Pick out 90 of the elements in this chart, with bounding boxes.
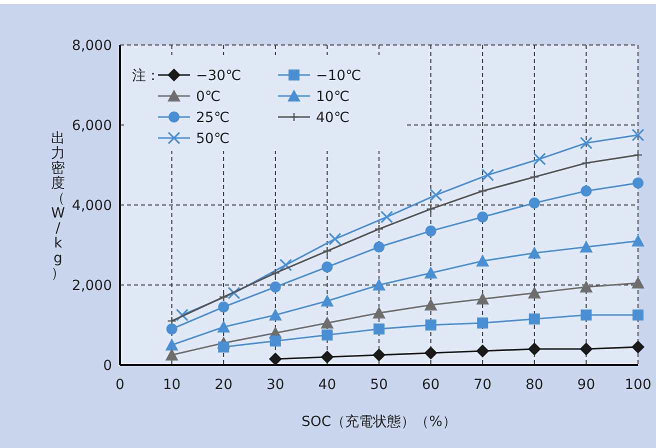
legend-label: −10℃ [316, 68, 362, 84]
point [530, 172, 540, 182]
point [580, 136, 592, 150]
point [218, 342, 230, 352]
point [580, 310, 592, 320]
point [580, 240, 593, 252]
point [580, 280, 593, 292]
point [481, 168, 494, 182]
legend-title: 注： [132, 68, 160, 84]
point [218, 292, 228, 302]
point [374, 324, 384, 334]
point [165, 348, 178, 360]
point [322, 246, 332, 256]
point [528, 246, 541, 258]
point [632, 234, 644, 246]
point [430, 188, 442, 202]
point [533, 152, 546, 166]
point [632, 128, 644, 142]
point [582, 158, 591, 168]
legend-label: 50℃ [196, 130, 230, 147]
legend-label: 10℃ [316, 88, 350, 105]
point [374, 224, 384, 234]
legend-label: 40℃ [316, 110, 350, 126]
point [270, 268, 280, 278]
point [268, 352, 282, 366]
point [425, 320, 436, 330]
y-tick-label: 4,000 [72, 198, 112, 214]
point [424, 346, 438, 360]
x-tick-label: 80 [525, 377, 544, 393]
x-tick-label: 10 [162, 377, 181, 393]
point [580, 186, 592, 196]
point [580, 342, 593, 356]
x-tick-label: 100 [624, 377, 652, 393]
point [176, 308, 188, 322]
text: 出力密度（W/kg） [51, 130, 65, 282]
point [478, 186, 488, 196]
point [320, 294, 334, 306]
point [374, 242, 384, 252]
x-tick-label: 30 [266, 377, 284, 393]
point [528, 286, 541, 298]
point [380, 210, 394, 224]
legend-label: 0℃ [196, 88, 221, 105]
point [328, 232, 342, 246]
point [165, 338, 178, 350]
point [632, 340, 644, 354]
legend-label: 25℃ [196, 110, 230, 126]
point [424, 266, 438, 278]
point [426, 204, 436, 214]
point [279, 258, 292, 272]
x-tick-label: 70 [474, 377, 492, 393]
point [320, 316, 334, 328]
y-tick-label: 6,000 [72, 118, 112, 134]
point [477, 318, 488, 328]
x-tick-label: 40 [318, 377, 336, 393]
x-tick-label: 0 [116, 377, 124, 393]
point [476, 292, 490, 304]
point [632, 310, 644, 320]
y-tick-label: 0 [103, 358, 112, 374]
point [633, 150, 643, 160]
point [218, 302, 230, 312]
point [477, 212, 488, 222]
x-tick-label: 50 [370, 377, 388, 393]
x-tick-label: 90 [577, 377, 596, 393]
x-tick-label: 20 [214, 377, 233, 393]
point [372, 348, 386, 362]
point [270, 336, 281, 346]
point [217, 320, 230, 332]
x-axis-title: SOC（充電状態）（%） [302, 414, 456, 430]
point [632, 178, 644, 188]
point [476, 344, 490, 358]
point [528, 314, 540, 324]
point [166, 324, 178, 334]
point [372, 306, 386, 318]
point [425, 226, 436, 236]
y-tick-label: 2,000 [72, 278, 112, 294]
point [528, 198, 540, 208]
legend-label: −30℃ [196, 68, 242, 84]
point [424, 298, 438, 310]
point [372, 278, 386, 290]
point [632, 276, 644, 288]
point [322, 330, 333, 340]
point [268, 308, 282, 320]
point [528, 342, 541, 356]
point [476, 254, 490, 266]
point [228, 286, 240, 300]
point [322, 262, 333, 272]
point [320, 350, 334, 364]
point [270, 282, 281, 292]
x-tick-label: 60 [422, 377, 440, 393]
y-tick-label: 8,000 [72, 38, 112, 54]
